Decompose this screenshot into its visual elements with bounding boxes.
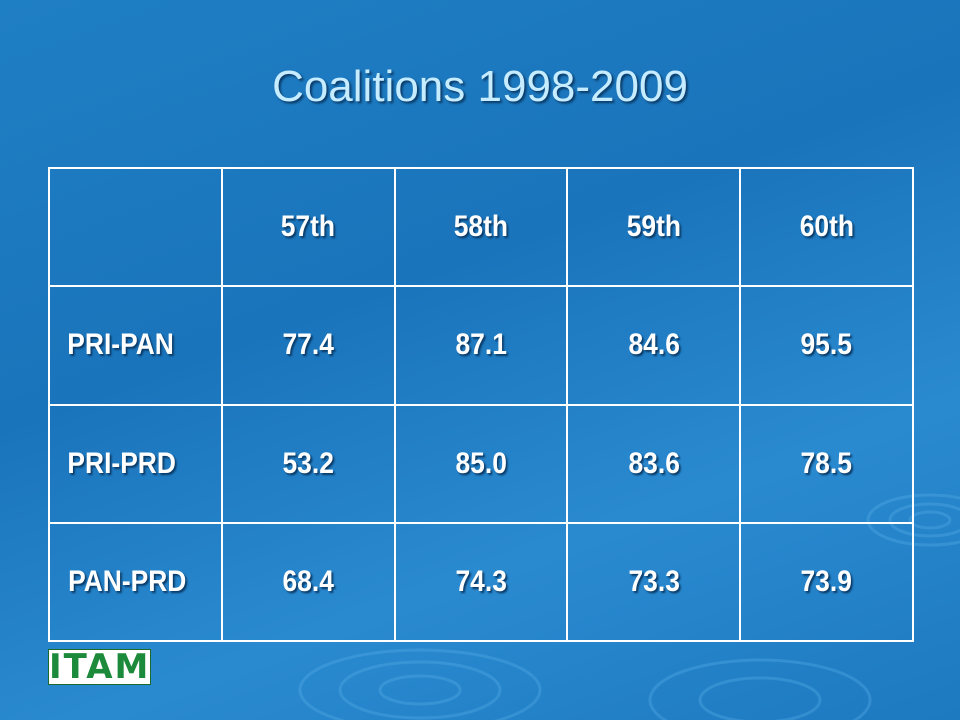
coalition-table: 57th 58th 59th 60th PRI-PAN 77.4 87.1 84.6 95.5 P… xyxy=(48,166,914,643)
cell-text: 73.9 xyxy=(800,564,853,598)
slide-title: Coalitions 1998-2009 xyxy=(272,62,688,111)
cell-text: 95.5 xyxy=(800,328,853,362)
value-cell: 77.4 xyxy=(220,285,396,406)
cell-text: 57th xyxy=(281,210,336,244)
cell-text: 83.6 xyxy=(628,446,680,480)
value-cell: 68.4 xyxy=(220,521,396,643)
data-row: PRI-PAN 77.4 87.1 84.6 95.5 xyxy=(48,285,914,406)
cell-text: PAN-PRD xyxy=(68,564,187,598)
value-cell: 85.0 xyxy=(393,403,569,524)
logo: ITAM xyxy=(48,647,151,687)
value-cell: 53.2 xyxy=(220,403,396,524)
cell-text: 74.3 xyxy=(455,564,507,598)
header-cell: 57th xyxy=(220,166,396,288)
cell-text: 85.0 xyxy=(455,446,507,480)
cell-text: 60th xyxy=(799,210,854,244)
corner-cell xyxy=(48,166,223,288)
value-cell: 83.6 xyxy=(566,403,742,524)
cell-text: 68.4 xyxy=(282,564,334,598)
value-cell: 73.9 xyxy=(739,521,914,643)
cell-text: PRI-PAN xyxy=(67,328,174,362)
value-cell: 78.5 xyxy=(739,403,914,524)
data-row: PAN-PRD 68.4 74.3 73.3 73.9 xyxy=(48,521,914,643)
value-cell: 87.1 xyxy=(393,285,569,406)
cell-text: 77.4 xyxy=(282,328,334,362)
header-cell: 58th xyxy=(393,166,569,288)
row-label: PAN-PRD xyxy=(48,521,223,643)
header-cell: 60th xyxy=(739,166,914,288)
cell-text: PRI-PRD xyxy=(67,446,176,480)
cell-text: 73.3 xyxy=(628,564,680,598)
row-label: PRI-PRD xyxy=(48,403,223,524)
header-row: 57th 58th 59th 60th xyxy=(48,166,914,288)
value-cell: 74.3 xyxy=(393,521,569,643)
cell-text: 78.5 xyxy=(800,446,853,480)
value-cell: 95.5 xyxy=(739,285,914,406)
header-cell: 59th xyxy=(566,166,742,288)
value-cell: 73.3 xyxy=(566,521,742,643)
row-label: PRI-PAN xyxy=(48,285,223,406)
cell-text: 58th xyxy=(453,210,509,244)
value-cell: 84.6 xyxy=(566,285,742,406)
cell-text: 53.2 xyxy=(282,446,334,480)
data-row: PRI-PRD 53.2 85.0 83.6 78.5 xyxy=(48,403,914,524)
cell-text: 87.1 xyxy=(455,328,507,362)
cell-text: 84.6 xyxy=(628,328,680,362)
cell-text: 59th xyxy=(626,210,681,244)
